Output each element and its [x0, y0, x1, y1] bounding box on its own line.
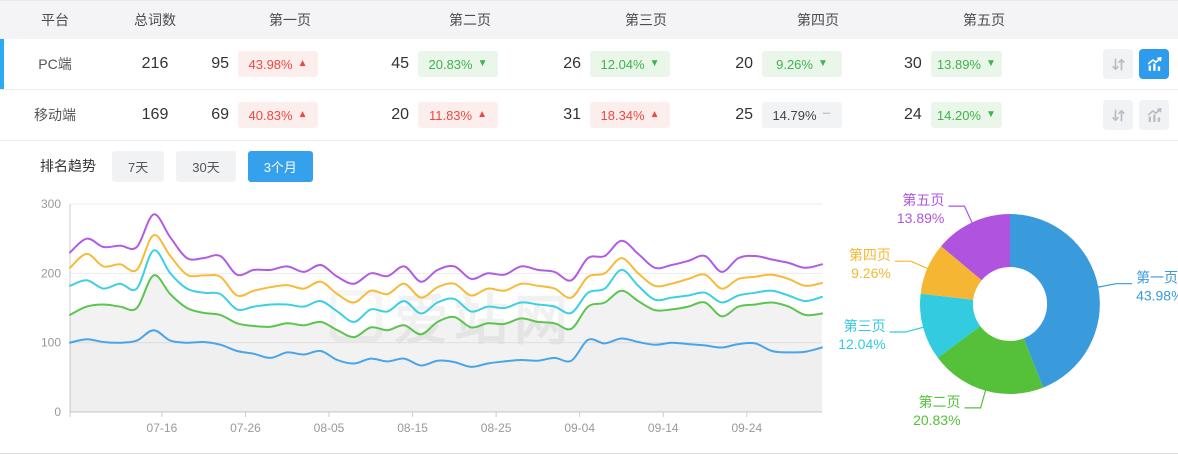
- page4-count: 20: [735, 55, 753, 72]
- page4-cell: 25 14.79% －: [732, 102, 904, 128]
- page2-count: 20: [391, 106, 409, 123]
- svg-text:第三页: 第三页: [844, 318, 886, 334]
- trend-chart-button[interactable]: [1139, 49, 1169, 79]
- svg-text:09-04: 09-04: [564, 421, 595, 435]
- svg-text:300: 300: [41, 197, 61, 211]
- page3-count: 31: [563, 106, 581, 123]
- sort-arrows-icon: [1111, 109, 1125, 121]
- up-arrow-icon: ▲: [297, 109, 308, 120]
- platform-name: 移动端: [34, 107, 76, 123]
- trend-chart-icon: [1147, 56, 1162, 71]
- down-arrow-icon: ▼: [649, 58, 660, 69]
- page4-count: 25: [735, 106, 753, 123]
- sort-arrows-icon: [1111, 58, 1125, 70]
- header-platform: 平台: [41, 12, 69, 28]
- up-arrow-icon: ▲: [297, 58, 308, 69]
- svg-text:08-25: 08-25: [481, 421, 512, 435]
- page5-cell: 24 14.20% ▼: [904, 102, 1064, 128]
- up-arrow-icon: ▲: [477, 109, 488, 120]
- svg-text:07-26: 07-26: [230, 421, 261, 435]
- down-arrow-icon: ▼: [985, 109, 996, 120]
- tab-3months[interactable]: 3个月: [247, 150, 313, 182]
- header-page3: 第三页: [625, 12, 667, 28]
- page5-cell: 30 13.89% ▼: [904, 51, 1064, 77]
- total-words-value: 216: [141, 55, 169, 72]
- page1-cell: 95 43.98% ▲: [200, 51, 380, 77]
- page4-cell: 20 9.26% ▼: [732, 51, 904, 77]
- platform-name: PC端: [38, 56, 72, 72]
- svg-text:43.98%: 43.98%: [1136, 288, 1178, 304]
- svg-text:9.26%: 9.26%: [851, 265, 891, 281]
- page1-pct-badge: 40.83% ▲: [238, 102, 318, 128]
- header-page1: 第一页: [269, 12, 311, 28]
- row-actions: [1064, 100, 1178, 130]
- svg-text:第五页: 第五页: [902, 192, 944, 208]
- page-distribution-donut-chart: 第一页 43.98% 第二页 20.83% 第三页 12.04% 第四页 9.26% 第五页 13…: [838, 192, 1178, 428]
- up-arrow-icon: ▲: [649, 109, 660, 120]
- tab-7days[interactable]: 7天: [112, 150, 165, 182]
- table-row-pc[interactable]: PC端 216 95 43.98% ▲ 45 20.83% ▼ 26 12.04% ▼…: [0, 39, 1178, 90]
- page5-count: 30: [904, 55, 922, 72]
- svg-text:20.83%: 20.83%: [913, 412, 960, 428]
- page1-count: 95: [211, 55, 229, 72]
- page2-count: 45: [391, 55, 409, 72]
- row-actions: [1064, 49, 1178, 79]
- down-arrow-icon: ▼: [985, 58, 996, 69]
- rank-table: 平台 总词数 第一页 第二页 第三页 第四页 第五页 PC端 216 95 43…: [0, 1, 1178, 141]
- page5-count: 24: [904, 106, 922, 123]
- table-header-row: 平台 总词数 第一页 第二页 第三页 第四页 第五页: [0, 1, 1178, 39]
- selected-row-indicator: [0, 39, 4, 89]
- svg-text:12.04%: 12.04%: [838, 336, 885, 352]
- page1-count: 69: [211, 106, 229, 123]
- down-arrow-icon: ▼: [817, 58, 828, 69]
- page3-cell: 31 18.34% ▲: [560, 102, 732, 128]
- flat-dash-icon: －: [821, 109, 832, 120]
- svg-text:13.89%: 13.89%: [897, 210, 944, 226]
- svg-text:09-24: 09-24: [731, 421, 762, 435]
- table-row-mobile[interactable]: 移动端 169 69 40.83% ▲ 20 11.83% ▲ 31 18.34% ▲…: [0, 90, 1178, 141]
- trend-section-label: 排名趋势: [40, 158, 96, 174]
- page4-pct-badge: 9.26% ▼: [762, 51, 842, 77]
- svg-text:第一页: 第一页: [1136, 270, 1178, 286]
- trend-chart-button[interactable]: [1139, 100, 1169, 130]
- tab-30days[interactable]: 30天: [176, 150, 236, 182]
- svg-text:0: 0: [54, 405, 61, 419]
- page2-cell: 20 11.83% ▲: [380, 102, 560, 128]
- svg-text:200: 200: [41, 266, 61, 280]
- svg-text:第二页: 第二页: [919, 394, 961, 410]
- page2-cell: 45 20.83% ▼: [380, 51, 560, 77]
- svg-text:09-14: 09-14: [648, 421, 679, 435]
- svg-text:100: 100: [41, 336, 61, 350]
- header-page2: 第二页: [449, 12, 491, 28]
- page3-count: 26: [563, 55, 581, 72]
- page3-cell: 26 12.04% ▼: [560, 51, 732, 77]
- page4-pct-badge: 14.79% －: [762, 102, 842, 128]
- page2-pct-badge: 20.83% ▼: [418, 51, 498, 77]
- trend-chart-icon: [1147, 107, 1162, 122]
- header-page5: 第五页: [963, 12, 1005, 28]
- down-arrow-icon: ▼: [477, 58, 488, 69]
- page3-pct-badge: 12.04% ▼: [590, 51, 670, 77]
- page1-cell: 69 40.83% ▲: [200, 102, 380, 128]
- sort-arrows-button[interactable]: [1103, 49, 1133, 79]
- svg-text:08-05: 08-05: [314, 421, 345, 435]
- svg-text:第四页: 第四页: [849, 247, 891, 263]
- header-total-words: 总词数: [134, 12, 176, 28]
- charts-area: 爱站网 0 100 200 300 07-16 07-26 08-05 08-15 08-25 0…: [0, 191, 1178, 453]
- page1-pct-badge: 43.98% ▲: [238, 51, 318, 77]
- trend-line-chart: 0 100 200 300 07-16 07-26 08-05 08-15 08-25 09-04…: [41, 197, 823, 435]
- page5-pct-badge: 14.20% ▼: [930, 102, 1002, 128]
- page2-pct-badge: 11.83% ▲: [418, 102, 498, 128]
- page5-pct-badge: 13.89% ▼: [930, 51, 1002, 77]
- trend-tab-bar: 排名趋势 7天 30天 3个月: [0, 141, 1178, 191]
- sort-arrows-button[interactable]: [1103, 100, 1133, 130]
- total-words-value: 169: [141, 106, 169, 123]
- svg-text:07-16: 07-16: [147, 421, 178, 435]
- header-page4: 第四页: [797, 12, 839, 28]
- page3-pct-badge: 18.34% ▲: [590, 102, 670, 128]
- svg-text:08-15: 08-15: [397, 421, 428, 435]
